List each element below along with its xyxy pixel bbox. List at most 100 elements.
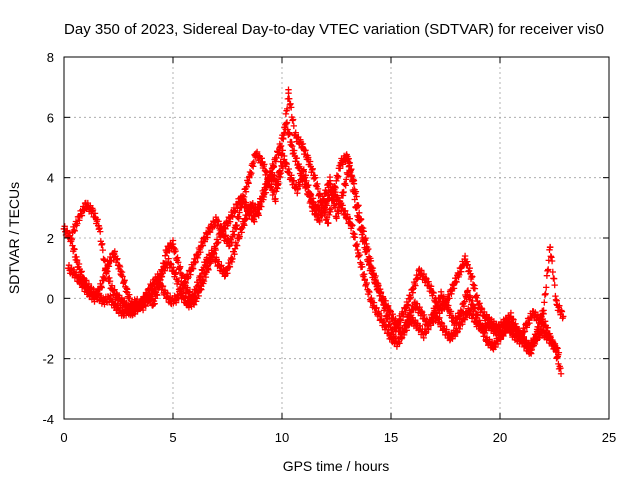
data-point	[176, 264, 183, 272]
data-point	[488, 319, 495, 326]
tick-labels: 0 5 10 15 20 25 -4 -2 0 2 4 6 8	[42, 50, 616, 445]
data-point	[228, 255, 236, 263]
y-tick-label: -2	[42, 352, 54, 367]
data-point	[294, 186, 301, 193]
data-point	[185, 301, 192, 308]
data-point	[259, 159, 266, 166]
data-point	[403, 304, 410, 311]
series-track-a	[60, 119, 565, 377]
data-point	[553, 301, 560, 308]
data-point	[119, 310, 127, 317]
data-point	[420, 331, 427, 338]
data-point	[241, 216, 249, 224]
data-point	[202, 258, 209, 266]
data-point	[520, 340, 528, 347]
data-point	[165, 258, 172, 266]
data-point	[318, 198, 325, 205]
data-point	[289, 147, 297, 154]
x-tick-label: 0	[60, 430, 67, 445]
data-point	[339, 189, 347, 196]
data-point	[342, 210, 349, 218]
data-point	[490, 343, 497, 350]
data-point	[128, 310, 135, 317]
data-point	[533, 328, 541, 335]
data-point	[457, 310, 464, 317]
data-point	[280, 156, 288, 163]
data-point	[141, 295, 148, 302]
data-point	[494, 325, 502, 332]
y-tick-label: 0	[47, 291, 54, 306]
data-point	[276, 144, 284, 151]
data-point	[233, 222, 240, 230]
data-point	[82, 201, 89, 209]
data-point	[167, 298, 175, 305]
data-point	[108, 286, 116, 293]
data-point	[254, 210, 262, 218]
data-point	[226, 240, 233, 248]
data-point	[195, 277, 203, 284]
data-point	[540, 307, 547, 314]
data-point	[527, 349, 534, 356]
data-point	[193, 252, 201, 260]
x-tick-label: 5	[169, 430, 176, 445]
x-tick-label: 25	[602, 430, 616, 445]
data-point	[206, 225, 214, 233]
data-point	[65, 264, 72, 272]
data-point	[270, 162, 277, 169]
data-point	[121, 301, 129, 308]
data-point	[250, 216, 257, 224]
data-point	[84, 289, 92, 296]
data-point	[560, 313, 567, 320]
data-point	[180, 280, 188, 287]
data-point	[224, 219, 231, 227]
data-point	[169, 240, 177, 248]
data-point	[333, 213, 340, 221]
data-point	[446, 334, 454, 341]
data-point	[283, 120, 290, 127]
data-point	[215, 261, 222, 269]
data-point	[248, 201, 255, 209]
data-point	[171, 271, 179, 278]
series-track-c	[69, 86, 567, 357]
data-point	[451, 319, 458, 326]
data-point	[187, 267, 194, 275]
data-point	[442, 301, 449, 308]
data-point	[100, 298, 107, 305]
data-point	[291, 132, 299, 139]
data-point	[437, 292, 445, 299]
x-tick-label: 20	[493, 430, 507, 445]
data-point	[361, 277, 369, 284]
data-point	[230, 207, 238, 215]
data-point	[337, 159, 345, 166]
data-point	[304, 156, 312, 163]
data-point	[501, 319, 508, 326]
data-point	[278, 150, 286, 157]
data-point	[418, 310, 425, 317]
data-point	[529, 310, 536, 317]
data-point	[174, 295, 181, 302]
data-point	[496, 334, 504, 341]
data-point	[313, 207, 321, 215]
data-point	[468, 274, 475, 281]
data-point	[398, 331, 406, 338]
data-point	[124, 289, 131, 296]
data-point	[246, 174, 253, 181]
data-point	[475, 301, 482, 308]
data-point	[298, 141, 305, 148]
data-point	[315, 216, 323, 224]
data-point	[311, 174, 318, 181]
data-point	[324, 219, 331, 227]
y-tick-label: 2	[47, 231, 54, 246]
axis-ticks	[63, 56, 610, 420]
data-point	[134, 304, 142, 311]
data-point	[117, 267, 124, 275]
data-point	[110, 249, 118, 257]
data-point	[348, 222, 355, 230]
data-point	[239, 195, 246, 202]
data-point	[555, 349, 563, 356]
data-point	[154, 274, 161, 281]
data-point	[222, 271, 229, 278]
data-point	[71, 271, 79, 278]
data-point	[95, 222, 103, 230]
chart-title: Day 350 of 2023, Sidereal Day-to-day VTE…	[64, 21, 604, 38]
